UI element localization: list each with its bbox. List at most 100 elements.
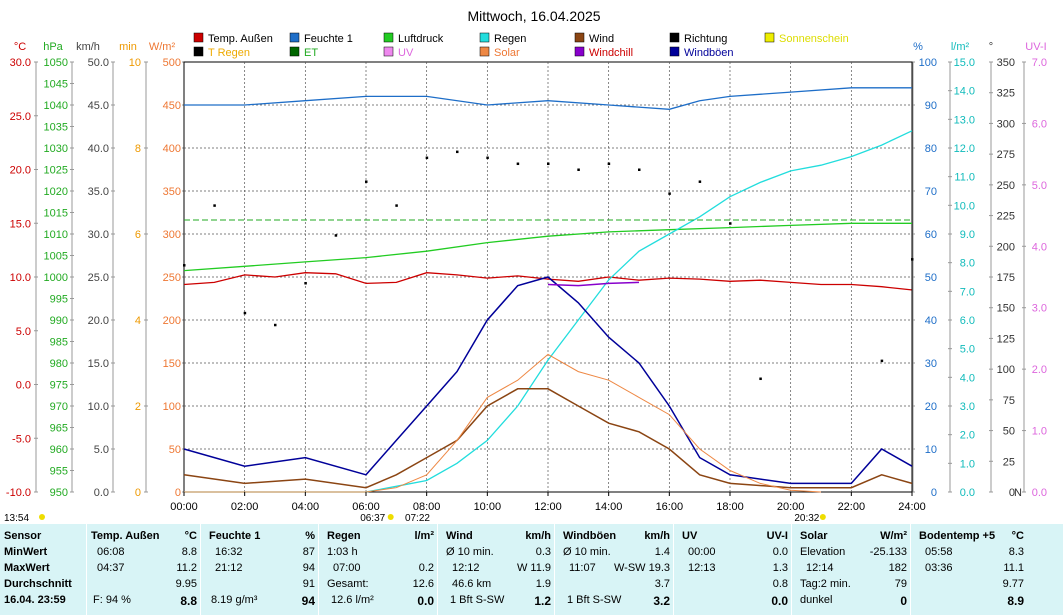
legend-swatch xyxy=(193,46,204,57)
stats-solar-column: Solar W/m² Elevation -25.133 12:14 182 Tag:… xyxy=(791,524,911,615)
temp-avg-value: 9.95 xyxy=(175,578,197,590)
axis-tick-label: 9.0 xyxy=(960,229,975,241)
axis-tick-label: 400 xyxy=(163,143,181,155)
boden-header: Bodentemp +5 xyxy=(919,530,996,542)
series-line xyxy=(184,87,912,110)
axis-tick-label: 0 xyxy=(135,487,141,499)
axis-tick-label: 20.0 xyxy=(10,165,31,177)
wind-avg10-value: 0.3 xyxy=(535,546,551,558)
time-tick-label: 04:00 xyxy=(292,501,320,513)
temp-min-time: 06:08 xyxy=(97,546,125,558)
axis-tick-label: 1045 xyxy=(44,79,68,91)
wind-unit: km/h xyxy=(525,530,551,542)
stats-sensor-column: Sensor MinWert MaxWert Durchschnitt 16.0… xyxy=(0,524,86,615)
axis-tick-label: 15.0 xyxy=(88,358,109,370)
axis-tick-label: 10.0 xyxy=(954,200,975,212)
axis-tick-label: 90 xyxy=(925,100,937,112)
axis-tick-label: 25.0 xyxy=(10,111,31,123)
axis-tick-label: 0 xyxy=(175,487,181,499)
chart-title: Mittwoch, 16.04.2025 xyxy=(467,8,600,24)
series-richtung-point xyxy=(334,234,338,237)
boen-avg10-label: Ø 10 min. xyxy=(563,546,611,558)
series-richtung-point xyxy=(456,150,459,154)
legend-label: Windchill xyxy=(589,47,633,59)
sensor-avg-label: Durchschnitt xyxy=(4,578,72,590)
series-richtung-point xyxy=(183,264,186,267)
stats-regen-column: Regen l/m² 1:03 h 07:00 0.2 Gesamt: 12.6 12… xyxy=(318,524,438,615)
legend-swatch xyxy=(383,46,394,57)
axis-tick-label: 6.0 xyxy=(1032,118,1047,130)
axis-tick-label: 300 xyxy=(997,118,1015,130)
series-richtung-point xyxy=(547,162,550,166)
axis-tick-label: 0.0 xyxy=(1032,487,1047,499)
axis-tick-label: 50 xyxy=(1003,426,1015,438)
uv-max-time: 12:13 xyxy=(688,562,716,574)
legend-label: UV xyxy=(398,47,414,59)
axis-tick-label: 500 xyxy=(163,57,181,69)
series-richtung-point xyxy=(729,222,732,225)
solar-unit: W/m² xyxy=(880,530,907,542)
axis-tick-label: 175 xyxy=(997,272,1015,284)
feuchte-unit: % xyxy=(305,530,315,542)
regen-current-value: 0.0 xyxy=(417,594,434,608)
regen-duration: 1:03 h xyxy=(327,546,358,558)
axis-unit: l/m² xyxy=(951,41,970,53)
time-tick-label: 02:00 xyxy=(231,501,259,513)
series-richtung-point xyxy=(274,323,277,327)
axis-tick-label: 20.0 xyxy=(88,315,109,327)
axis-tick-label: 300 xyxy=(163,229,181,241)
axis-tick-label: 2.0 xyxy=(960,430,975,442)
time-tick-label: 00:00 xyxy=(170,501,198,513)
axis-tick-label: 0.0 xyxy=(16,380,31,392)
axis-tick-label: 25 xyxy=(1003,456,1015,468)
temp-min-value: 8.8 xyxy=(181,546,197,558)
feuchte-min-value: 87 xyxy=(302,546,315,558)
time-tick-label: 20:00 xyxy=(777,501,805,513)
axis-tick-label: 200 xyxy=(163,315,181,327)
legend-label: Richtung xyxy=(684,33,727,45)
sunset-time: 20:32 xyxy=(794,513,819,524)
axis-tick-label: 70 xyxy=(925,186,937,198)
series-richtung-point xyxy=(425,156,429,160)
boen-unit: km/h xyxy=(644,530,670,542)
series-line xyxy=(184,353,822,493)
axis-tick-label: 7.0 xyxy=(960,286,975,298)
axis-tick-label: 35.0 xyxy=(88,186,109,198)
axis-tick-label: 995 xyxy=(50,294,68,306)
axis-tick-label: 6 xyxy=(135,229,141,241)
boen-bft: 1 Bft S-SW xyxy=(567,594,622,606)
stats-boen-column: Windböen km/h Ø 10 min. 1.4 11:07 W-SW 19.3… xyxy=(554,524,674,615)
axis-tick-label: 8 xyxy=(135,143,141,155)
solar-avg-value: 79 xyxy=(894,578,907,590)
axis-tick-label: 990 xyxy=(50,315,68,327)
now-sun-icon xyxy=(39,514,45,520)
series-line xyxy=(547,281,640,287)
boden-min-time: 05:58 xyxy=(925,546,953,558)
axis-tick-label: 960 xyxy=(50,444,68,456)
axis-tick-label: 1020 xyxy=(44,186,68,198)
axis-tick-label: 3.0 xyxy=(1032,303,1047,315)
boen-max-time: 11:07 xyxy=(569,562,596,574)
series-richtung-point xyxy=(668,192,671,195)
solar-elevation-label: Elevation xyxy=(800,546,846,558)
axis-tick-label: 150 xyxy=(163,358,181,370)
series-richtung-point xyxy=(698,180,702,183)
axis-unit: W/m² xyxy=(149,41,176,53)
legend-label: Temp. Außen xyxy=(208,33,273,45)
series-richtung-point xyxy=(365,180,368,183)
legend-swatch xyxy=(764,32,775,43)
wind-max-time: 12:12 xyxy=(452,562,480,574)
axis-tick-label: 75 xyxy=(1003,395,1015,407)
weather-chart: Mittwoch, 16.04.2025 Temp. Außen Feuchte … xyxy=(4,8,1047,524)
regen-header: Regen xyxy=(327,530,361,542)
axis-tick-label: 50.0 xyxy=(88,57,109,69)
legend-swatch xyxy=(479,46,490,57)
axis-tick-label: 225 xyxy=(997,211,1015,223)
axis-tick-label: 1030 xyxy=(44,143,68,155)
temp-current-value: 8.8 xyxy=(180,594,197,608)
series-line xyxy=(183,388,913,489)
axis-tick-label: 350 xyxy=(997,57,1015,69)
feuchte-max-value: 94 xyxy=(302,562,315,574)
legend-swatch xyxy=(479,32,490,43)
axis-tick-label: 0 xyxy=(1009,487,1015,499)
